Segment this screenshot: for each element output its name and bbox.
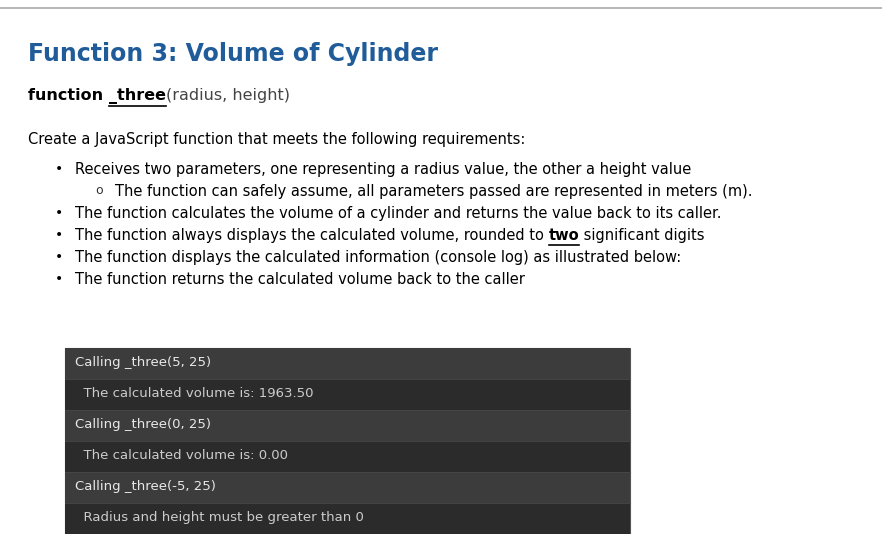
Text: •: • [55, 162, 64, 176]
FancyBboxPatch shape [65, 410, 630, 441]
Text: The function calculates the volume of a cylinder and returns the value back to i: The function calculates the volume of a … [75, 206, 721, 221]
Text: The calculated volume is: 1963.50: The calculated volume is: 1963.50 [75, 387, 313, 400]
Text: •: • [55, 250, 64, 264]
Text: function: function [28, 88, 108, 103]
Text: The calculated volume is: 0.00: The calculated volume is: 0.00 [75, 449, 288, 462]
Text: Create a JavaScript function that meets the following requirements:: Create a JavaScript function that meets … [28, 132, 526, 147]
FancyBboxPatch shape [65, 379, 630, 410]
Text: The function can safely assume, all parameters passed are represented in meters : The function can safely assume, all para… [115, 184, 752, 199]
Text: Calling _three(-5, 25): Calling _three(-5, 25) [75, 480, 216, 493]
Text: •: • [55, 206, 64, 220]
Text: Radius and height must be greater than 0: Radius and height must be greater than 0 [75, 511, 364, 524]
Text: Calling _three(5, 25): Calling _three(5, 25) [75, 356, 211, 369]
Text: •: • [55, 272, 64, 286]
Text: The function always displays the calculated volume, rounded to: The function always displays the calcula… [75, 228, 549, 243]
Text: The function returns the calculated volume back to the caller: The function returns the calculated volu… [75, 272, 525, 287]
Text: Calling _three(0, 25): Calling _three(0, 25) [75, 418, 211, 431]
Text: (radius, height): (radius, height) [166, 88, 290, 103]
Text: significant digits: significant digits [579, 228, 705, 243]
FancyBboxPatch shape [65, 348, 630, 534]
Text: two: two [549, 228, 579, 243]
Text: Function 3: Volume of Cylinder: Function 3: Volume of Cylinder [28, 42, 438, 66]
Text: The function displays the calculated information (console log) as illustrated be: The function displays the calculated inf… [75, 250, 681, 265]
FancyBboxPatch shape [65, 348, 630, 379]
Text: o: o [95, 184, 102, 197]
FancyBboxPatch shape [65, 503, 630, 534]
Text: •: • [55, 228, 64, 242]
FancyBboxPatch shape [65, 472, 630, 503]
FancyBboxPatch shape [65, 441, 630, 472]
Text: Receives two parameters, one representing a radius value, the other a height val: Receives two parameters, one representin… [75, 162, 691, 177]
Text: _three: _three [108, 88, 166, 104]
